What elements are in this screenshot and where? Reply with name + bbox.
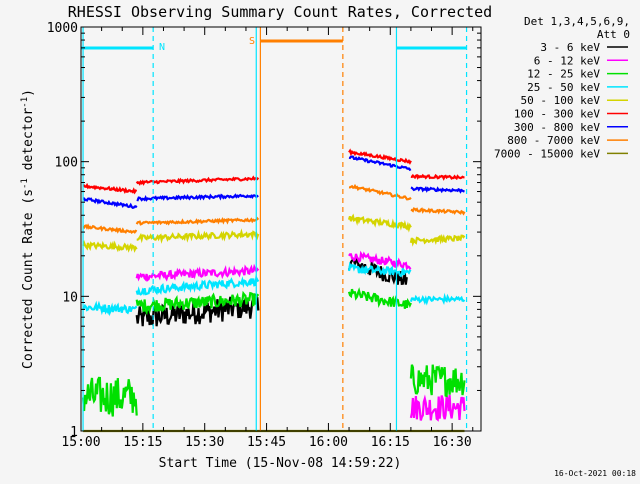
- series-trace-4-segment-2: [135, 274, 260, 296]
- series-trace-2-segment-3: [409, 394, 466, 422]
- chart-title: RHESSI Observing Summary Count Rates, Co…: [68, 3, 492, 21]
- plot-frame: [80, 26, 482, 432]
- series-trace-4-segment-3: [347, 261, 412, 278]
- legend-label-6: 100 - 300 keV: [514, 108, 600, 121]
- series-trace-5-segment-3: [347, 213, 412, 233]
- legend-label-3: 12 - 25 keV: [527, 68, 600, 81]
- timestamp: 16-Oct-2021 00:18: [554, 469, 636, 478]
- series-trace-1-segment-1: [135, 293, 260, 327]
- legend-label-9: 7000 - 15000 keV: [494, 147, 600, 160]
- legend-header-line-2: Att 0: [597, 28, 630, 41]
- legend-label-5: 50 - 100 keV: [521, 94, 601, 107]
- series-trace-7-segment-2: [136, 193, 259, 202]
- series-trace-2-segment-2: [348, 250, 412, 271]
- series-trace-8-segment-4: [410, 207, 466, 216]
- series-trace-8-segment-1: [82, 223, 138, 235]
- x-axis-label: Start Time (15-Nov-08 14:59:22): [159, 456, 402, 471]
- y-tick-label-2: 10: [62, 290, 78, 305]
- series-trace-3-segment-1: [82, 376, 138, 417]
- x-tick-label-6: 16:15: [371, 435, 410, 450]
- series-trace-4-segment-1: [82, 300, 138, 317]
- series-trace-5-segment-4: [409, 233, 466, 247]
- y-tick-label-3: 100: [55, 156, 78, 171]
- series-trace-3-segment-2: [135, 290, 260, 316]
- x-tick-label-3: 15:30: [185, 435, 224, 450]
- series-trace-2-segment-1: [135, 263, 260, 282]
- x-tick-label-7: 16:30: [433, 435, 472, 450]
- event-flag-label-1: N: [159, 42, 165, 53]
- event-flag-label-2: S: [249, 36, 255, 47]
- legend-label-4: 25 - 50 keV: [527, 81, 600, 94]
- series-trace-8-segment-2: [135, 216, 260, 226]
- series-trace-5-segment-2: [136, 228, 260, 244]
- series-trace-7-segment-4: [410, 186, 465, 194]
- series-trace-6-segment-3: [348, 148, 412, 165]
- series-trace-6-segment-2: [135, 175, 260, 186]
- series-trace-6-segment-4: [410, 173, 465, 181]
- x-tick-label-2: 15:15: [123, 435, 162, 450]
- series-trace-3-segment-4: [409, 364, 466, 398]
- series-trace-4-segment-4: [409, 292, 466, 306]
- series-trace-7-segment-3: [348, 155, 412, 172]
- series-trace-7-segment-1: [82, 197, 138, 209]
- legend-label-7: 300 - 800 keV: [514, 121, 600, 134]
- series-trace-6-segment-1: [82, 182, 138, 195]
- legend-label-2: 6 - 12 keV: [534, 54, 601, 67]
- series-trace-5-segment-1: [82, 239, 138, 253]
- series-trace-3-segment-3: [347, 287, 412, 309]
- y-tick-label-4: 1000: [47, 21, 78, 36]
- x-tick-label-1: 15:00: [61, 435, 100, 450]
- y-tick-label-1: 1: [70, 425, 78, 440]
- y-axis-label: Corrected Count Rate (s-1 detector-1): [20, 89, 36, 369]
- x-tick-label-4: 15:45: [247, 435, 286, 450]
- legend-label-8: 800 - 7000 keV: [507, 134, 600, 147]
- legend-header-line-1: Det 1,3,4,5,6,9,: [524, 15, 630, 28]
- legend-label-1: 3 - 6 keV: [540, 41, 600, 54]
- series-trace-8-segment-3: [348, 183, 412, 201]
- x-tick-label-5: 16:00: [309, 435, 348, 450]
